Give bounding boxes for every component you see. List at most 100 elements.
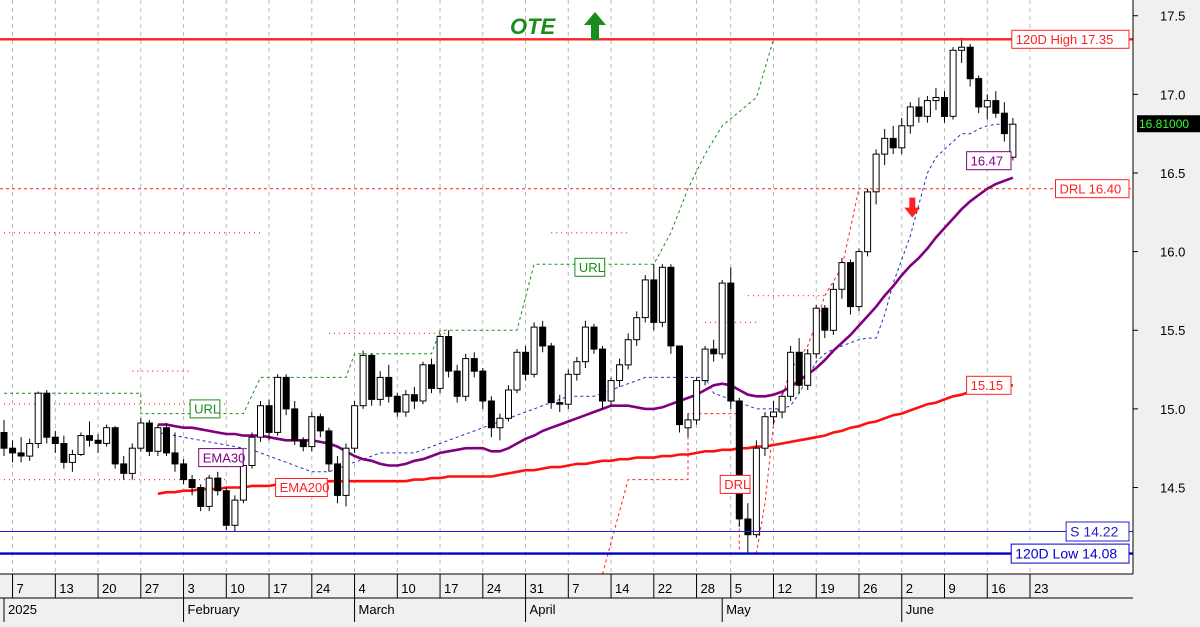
candle-down — [60, 443, 68, 463]
candle-up — [898, 125, 906, 149]
candle-up — [864, 191, 872, 253]
candle-up — [77, 435, 85, 456]
candle-down — [735, 400, 743, 520]
candle-up — [34, 392, 42, 445]
candle-up — [205, 477, 213, 507]
candle-down — [51, 436, 59, 445]
candle-up — [359, 354, 367, 407]
candle-down — [222, 490, 230, 526]
candle-down — [299, 439, 307, 448]
series-label: EMA200 — [280, 480, 330, 495]
series-label: URL — [579, 260, 605, 275]
candle-up — [932, 97, 940, 102]
candle-down — [915, 106, 923, 117]
y-tick-label: 14.5 — [1160, 481, 1185, 496]
candle-up — [530, 326, 538, 375]
candle-down — [795, 351, 803, 386]
candle-up — [248, 436, 256, 467]
series-label: EMA30 — [203, 450, 246, 465]
x-tick-label: 22 — [658, 581, 672, 596]
candle-down — [479, 370, 487, 402]
candle-up — [564, 373, 572, 405]
value-tag-box — [966, 151, 1012, 171]
candle-up — [752, 447, 760, 536]
last-price-label: 16.81000 — [1139, 117, 1189, 131]
month-label: April — [530, 602, 556, 617]
candle-up — [701, 348, 709, 382]
candle-down — [163, 427, 170, 454]
value-tag: 15.15 — [971, 378, 1004, 393]
month-label: February — [188, 602, 241, 617]
candle-up — [436, 336, 444, 389]
candle-up — [906, 106, 914, 127]
candle-down — [291, 408, 299, 441]
x-tick-label: 28 — [701, 581, 715, 596]
candle-up — [770, 411, 777, 418]
candle-down — [847, 262, 854, 308]
candle-down — [410, 394, 418, 402]
candle-down — [539, 326, 547, 347]
candle-up — [881, 137, 889, 155]
candle-down — [86, 435, 93, 441]
x-tick-label: 17 — [273, 581, 287, 596]
x-tick-label: 31 — [530, 581, 544, 596]
candle-down — [975, 78, 983, 108]
candle-up — [1009, 123, 1017, 158]
candle-down — [171, 452, 179, 465]
candle-down — [821, 307, 829, 331]
candle-down — [334, 463, 341, 496]
candle-down — [667, 266, 675, 347]
candle-up — [641, 279, 649, 319]
candle-up — [308, 416, 316, 448]
x-tick-label: 10 — [401, 581, 415, 596]
candle-down — [547, 345, 555, 404]
candle-down — [428, 364, 435, 389]
series-label-box — [719, 474, 751, 494]
candle-down — [393, 395, 401, 413]
candle-down — [43, 392, 51, 438]
x-tick-label: 7 — [572, 581, 579, 596]
x-tick-label: 17 — [444, 581, 458, 596]
candle-up — [154, 427, 162, 452]
candle-down — [111, 427, 119, 465]
candle-up — [462, 358, 470, 397]
candle-down — [992, 100, 1000, 114]
labels: 120D High 17.35 DRL 16.40 S 14.22 120D Low … — [189, 12, 1200, 564]
candle-down — [445, 336, 453, 372]
x-tick-label: 26 — [863, 581, 877, 596]
series-label-box — [275, 478, 328, 497]
value-tag-box — [966, 375, 1012, 395]
candle-up — [718, 282, 726, 355]
candle-down — [282, 376, 290, 410]
x-tick-label: 7 — [17, 581, 24, 596]
candle-up — [633, 317, 641, 341]
candle-up — [855, 251, 863, 308]
level-label: S 14.22 — [1070, 524, 1118, 540]
x-tick-label: 13 — [59, 581, 73, 596]
level-label-box — [1065, 521, 1130, 542]
x-tick-label: 24 — [316, 581, 330, 596]
x-tick-label: 9 — [949, 581, 956, 596]
plot-background — [0, 0, 1133, 574]
x-tick-label: 23 — [1034, 581, 1048, 596]
candle-up — [496, 417, 504, 429]
candle-up — [761, 416, 769, 449]
x-tick-label: 27 — [145, 581, 159, 596]
y-tick-label: 15.5 — [1160, 323, 1185, 338]
candle-up — [103, 427, 111, 444]
candle-up — [812, 307, 820, 355]
candle-down — [522, 351, 530, 375]
candle-up — [402, 394, 410, 413]
month-label: 2025 — [8, 602, 37, 617]
x-tick-label: 3 — [188, 581, 195, 596]
candle-up — [573, 361, 581, 375]
candle-up — [351, 405, 359, 449]
candle-down — [941, 97, 948, 117]
candle-up — [829, 288, 837, 331]
candle-down — [470, 358, 478, 372]
candle-down — [650, 279, 658, 323]
stop-line — [149, 123, 1013, 473]
candle-down — [188, 479, 196, 489]
candle-up — [872, 153, 880, 193]
